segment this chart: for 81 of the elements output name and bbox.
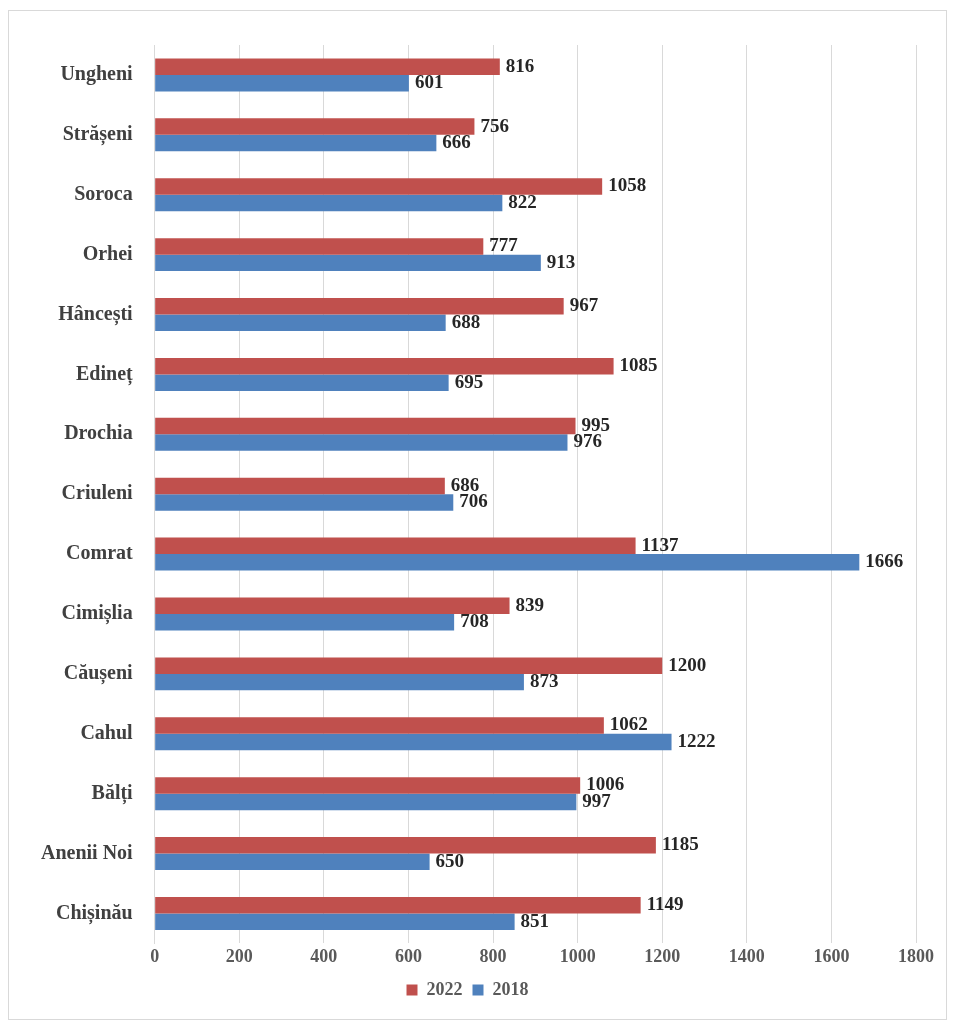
data-label: 1085 <box>619 354 658 376</box>
bar <box>155 434 568 451</box>
data-label: 1149 <box>646 893 684 915</box>
y-tick-label: Cahul <box>80 720 134 743</box>
y-tick-label: Căușeni <box>63 661 134 686</box>
x-tick-label: 1400 <box>728 945 765 966</box>
bar <box>155 178 603 195</box>
data-label: 688 <box>451 310 481 332</box>
x-tick-label: 1800 <box>898 945 934 966</box>
y-tick-label: Soroca <box>74 181 133 204</box>
y-tick-label: Orhei <box>82 241 134 264</box>
bar <box>155 357 614 375</box>
data-label: 756 <box>480 114 509 136</box>
y-tick-label: Edineț <box>75 361 134 386</box>
x-tick-label: 1200 <box>644 945 681 966</box>
data-label: 873 <box>529 670 559 692</box>
data-label: 1185 <box>661 833 699 855</box>
bar <box>155 254 541 272</box>
data-label: 777 <box>489 234 519 256</box>
y-tick-label: Anenii Noi <box>40 840 134 863</box>
bar <box>155 777 581 794</box>
bar <box>155 374 449 391</box>
bar <box>155 494 454 511</box>
bar <box>155 673 524 691</box>
bar <box>155 853 430 871</box>
x-tick-label: 1000 <box>559 945 596 966</box>
bar <box>155 733 672 751</box>
x-tick-label: 400 <box>310 945 338 966</box>
bar <box>155 657 663 674</box>
bar <box>155 74 409 92</box>
y-tick-label: Drochia <box>64 421 133 444</box>
bar <box>155 118 475 135</box>
data-label: 695 <box>454 370 484 392</box>
data-label: 822 <box>508 190 537 212</box>
bar <box>155 298 564 315</box>
data-label: 666 <box>442 130 471 152</box>
bar <box>155 58 500 75</box>
data-label: 601 <box>414 71 444 93</box>
bar <box>155 913 515 930</box>
bar <box>155 417 576 435</box>
y-tick-label: Strășeni <box>62 122 134 147</box>
data-label: 967 <box>569 294 599 316</box>
bar <box>155 238 484 255</box>
bar <box>155 134 437 152</box>
x-tick-label: 0 <box>150 945 160 966</box>
data-label: 1062 <box>609 713 648 735</box>
data-label: 851 <box>520 909 550 931</box>
y-tick-label: Ungheni <box>60 62 134 86</box>
data-label: 1200 <box>668 653 707 675</box>
y-tick-label: Chișinău <box>55 900 133 925</box>
data-label: 839 <box>515 593 545 615</box>
bar <box>155 477 445 495</box>
x-tick-label: 1600 <box>813 945 850 966</box>
bar <box>155 837 656 854</box>
x-tick-label: 600 <box>394 945 422 966</box>
legend-label: 2018 <box>492 978 529 999</box>
bar <box>155 613 455 631</box>
bar <box>155 717 604 734</box>
data-label: 1058 <box>608 174 647 196</box>
data-label: 1222 <box>677 729 716 751</box>
y-tick-label: Criuleni <box>61 481 134 504</box>
bar <box>155 314 446 331</box>
data-label: 708 <box>460 610 489 632</box>
x-tick-label: 800 <box>479 945 507 966</box>
data-label: 816 <box>505 54 535 76</box>
bar <box>155 537 636 555</box>
y-tick-label: Cimișlia <box>61 601 133 626</box>
y-tick-label: Comrat <box>66 541 134 564</box>
data-label: 1137 <box>641 533 680 555</box>
bar <box>155 554 860 571</box>
legend-label: 2022 <box>426 978 463 999</box>
bar <box>155 793 577 811</box>
data-label: 1666 <box>865 550 904 572</box>
x-tick-label: 200 <box>225 945 253 966</box>
y-tick-label: Hâncești <box>58 301 134 326</box>
bar <box>155 194 503 212</box>
bar <box>155 597 510 614</box>
bar <box>155 896 641 914</box>
data-label: 913 <box>546 250 576 272</box>
y-tick-label: Bălți <box>91 780 134 805</box>
data-label: 650 <box>435 849 465 871</box>
